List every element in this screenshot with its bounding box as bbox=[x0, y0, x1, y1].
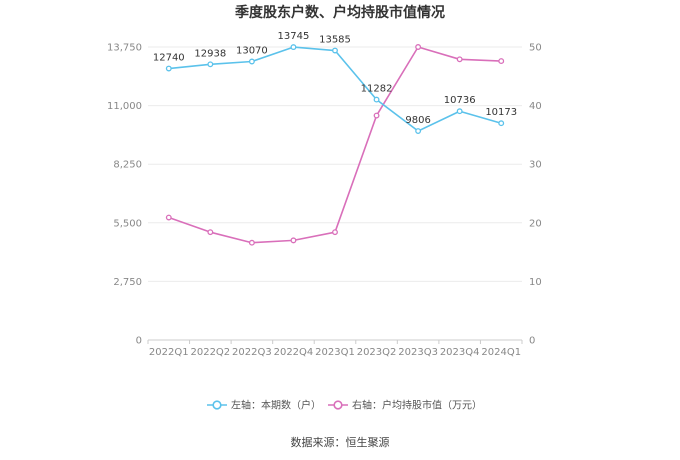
left-tick-label: 2,750 bbox=[113, 277, 142, 288]
x-tick-label: 2022Q4 bbox=[274, 347, 314, 358]
right-tick-label: 40 bbox=[529, 101, 542, 112]
legend-marker bbox=[212, 400, 222, 410]
households-point bbox=[456, 108, 463, 115]
series-layer: 12740 12938 13070 13745 13585 11282 9806 10736 1… bbox=[153, 31, 517, 246]
data-label: 12938 bbox=[194, 48, 226, 59]
avg-holding-value-point bbox=[290, 237, 297, 244]
data-label: 13745 bbox=[278, 31, 310, 42]
data-label: 12740 bbox=[153, 53, 185, 64]
data-label: 11282 bbox=[361, 84, 393, 95]
left-tick-label: 0 bbox=[136, 336, 142, 347]
households-point bbox=[498, 120, 505, 127]
grid bbox=[148, 46, 522, 341]
right-tick-label: 50 bbox=[529, 43, 542, 54]
households-point bbox=[373, 96, 380, 103]
x-tick-label: 2022Q3 bbox=[232, 347, 272, 358]
left-axis: 0 2,750 5,500 8,250 11,000 13,750 bbox=[107, 43, 142, 347]
right-tick-label: 30 bbox=[529, 160, 542, 171]
households-point bbox=[207, 61, 214, 68]
avg-holding-value-line bbox=[168, 46, 502, 244]
x-tick-label: 2023Q4 bbox=[440, 347, 480, 358]
households-point bbox=[332, 47, 338, 54]
legend-marker bbox=[333, 400, 343, 410]
right-tick-label: 20 bbox=[529, 218, 542, 229]
legend: 左轴：本期数（户） 右轴：户均持股市值（万元） bbox=[207, 399, 482, 412]
avg-holding-value-point bbox=[165, 214, 172, 221]
x-tick-label: 2022Q1 bbox=[149, 347, 189, 358]
x-tick-label: 2023Q1 bbox=[315, 347, 355, 358]
avg-holding-value-point bbox=[498, 58, 505, 65]
legend-label: 右轴：户均持股市值（万元） bbox=[352, 399, 482, 412]
households-line bbox=[168, 46, 502, 132]
chart-title: 季度股东户数、户均持股市值情况 bbox=[234, 4, 445, 21]
left-tick-label: 5,500 bbox=[113, 218, 142, 229]
households-point bbox=[248, 58, 255, 65]
x-axis: 2022Q1 2022Q2 2022Q3 2022Q4 2023Q1 2023Q2 2023… bbox=[147, 340, 523, 358]
avg-holding-value-point bbox=[332, 229, 338, 236]
right-tick-label: 0 bbox=[529, 336, 535, 347]
legend-label: 左轴：本期数（户） bbox=[231, 399, 321, 412]
avg-holding-value-point bbox=[248, 239, 255, 246]
left-tick-label: 13,750 bbox=[107, 43, 142, 54]
avg-holding-value-point bbox=[415, 44, 422, 50]
data-label: 10173 bbox=[485, 107, 517, 118]
left-tick-label: 8,250 bbox=[113, 160, 142, 171]
avg-holding-value-point bbox=[456, 56, 463, 63]
x-tick-label: 2023Q3 bbox=[398, 347, 438, 358]
data-label: 10736 bbox=[444, 95, 476, 106]
data-source: 数据来源：恒生聚源 bbox=[291, 435, 390, 449]
households-point bbox=[165, 65, 172, 72]
x-tick-label: 2023Q2 bbox=[357, 347, 397, 358]
data-label: 9806 bbox=[405, 115, 430, 126]
left-tick-label: 11,000 bbox=[107, 101, 142, 112]
avg-holding-value-point bbox=[207, 229, 214, 236]
households-point bbox=[415, 128, 422, 134]
avg-holding-value-point bbox=[373, 112, 380, 119]
x-tick-label: 2022Q2 bbox=[190, 347, 230, 358]
right-axis: 0 10 20 30 40 50 bbox=[529, 43, 542, 347]
households-point bbox=[290, 44, 297, 51]
right-tick-label: 10 bbox=[529, 277, 542, 288]
data-label: 13585 bbox=[319, 35, 351, 46]
data-label: 13070 bbox=[236, 45, 268, 56]
x-tick-label: 2024Q1 bbox=[481, 347, 521, 358]
